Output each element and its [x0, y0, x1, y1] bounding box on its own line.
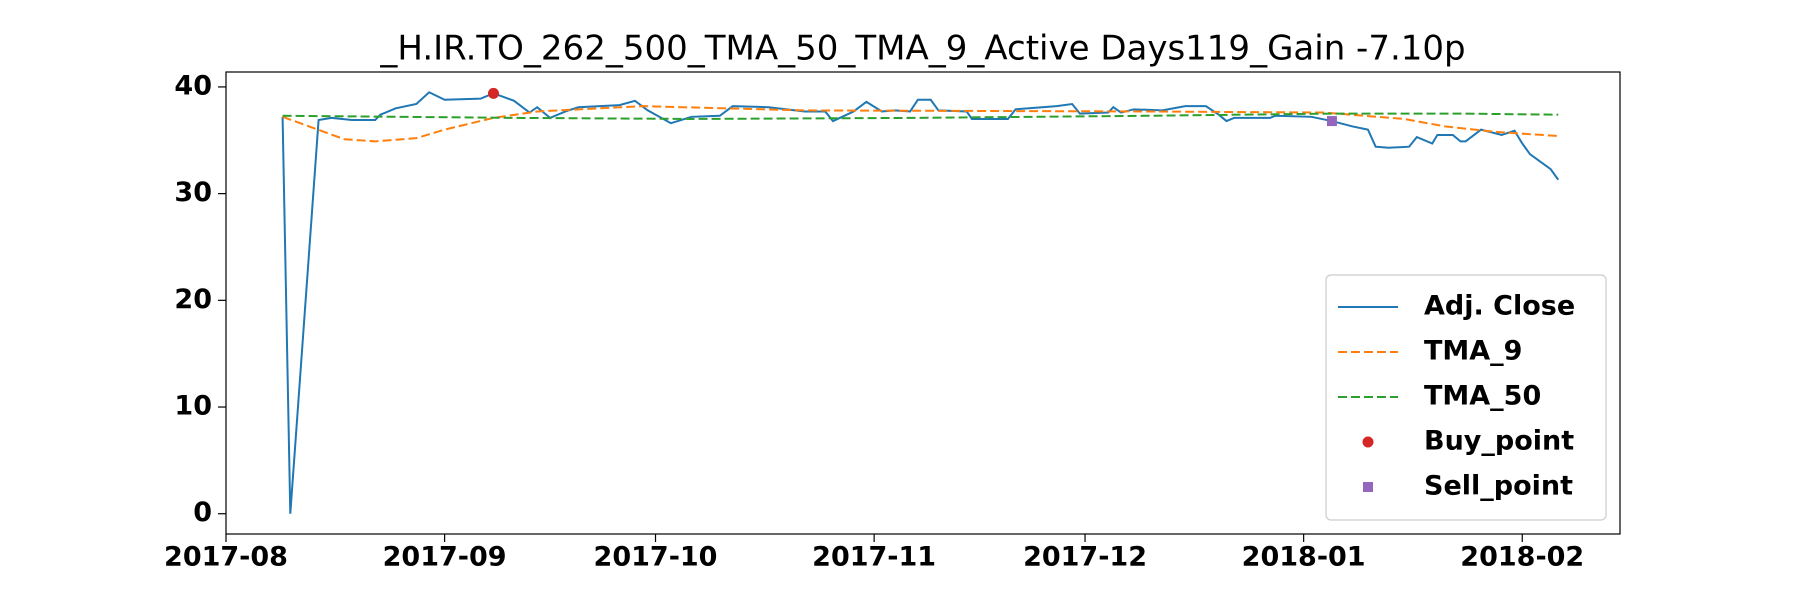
plot-frame: [225, 71, 1621, 535]
legend-marker: [1363, 482, 1373, 492]
sell-point: [1326, 116, 1337, 127]
x-tick-label: 2017-12: [1023, 542, 1147, 573]
legend-box: [1325, 274, 1607, 521]
series-line: [282, 112, 1559, 120]
chart-title: _H.IR.TO_262_500_TMA_50_TMA_9_Active Day…: [379, 29, 1465, 69]
y-tick-label: 0: [193, 497, 212, 528]
x-tick-label: 2018-02: [1460, 542, 1584, 573]
y-tick-label: 10: [174, 391, 212, 422]
series-line: [282, 105, 1559, 143]
x-tick-label: 2017-10: [594, 542, 718, 573]
legend-label: Sell_point: [1424, 471, 1573, 502]
legend-label: TMA_9: [1424, 336, 1522, 367]
y-tick-label: 20: [174, 284, 212, 315]
x-tick-label: 2017-09: [383, 542, 507, 573]
legend-marker: [1362, 436, 1374, 448]
x-tick-label: 2017-08: [164, 542, 288, 573]
x-tick-label: 2018-01: [1242, 542, 1366, 573]
legend-label: Adj. Close: [1424, 291, 1575, 322]
series-line: [281, 91, 1560, 514]
legend-label: TMA_50: [1424, 381, 1541, 412]
x-tick-label: 2017-11: [812, 542, 936, 573]
y-tick-label: 30: [174, 177, 212, 208]
legend-label: Buy_point: [1424, 426, 1574, 457]
y-tick-label: 40: [174, 70, 212, 101]
buy-point: [487, 87, 499, 99]
